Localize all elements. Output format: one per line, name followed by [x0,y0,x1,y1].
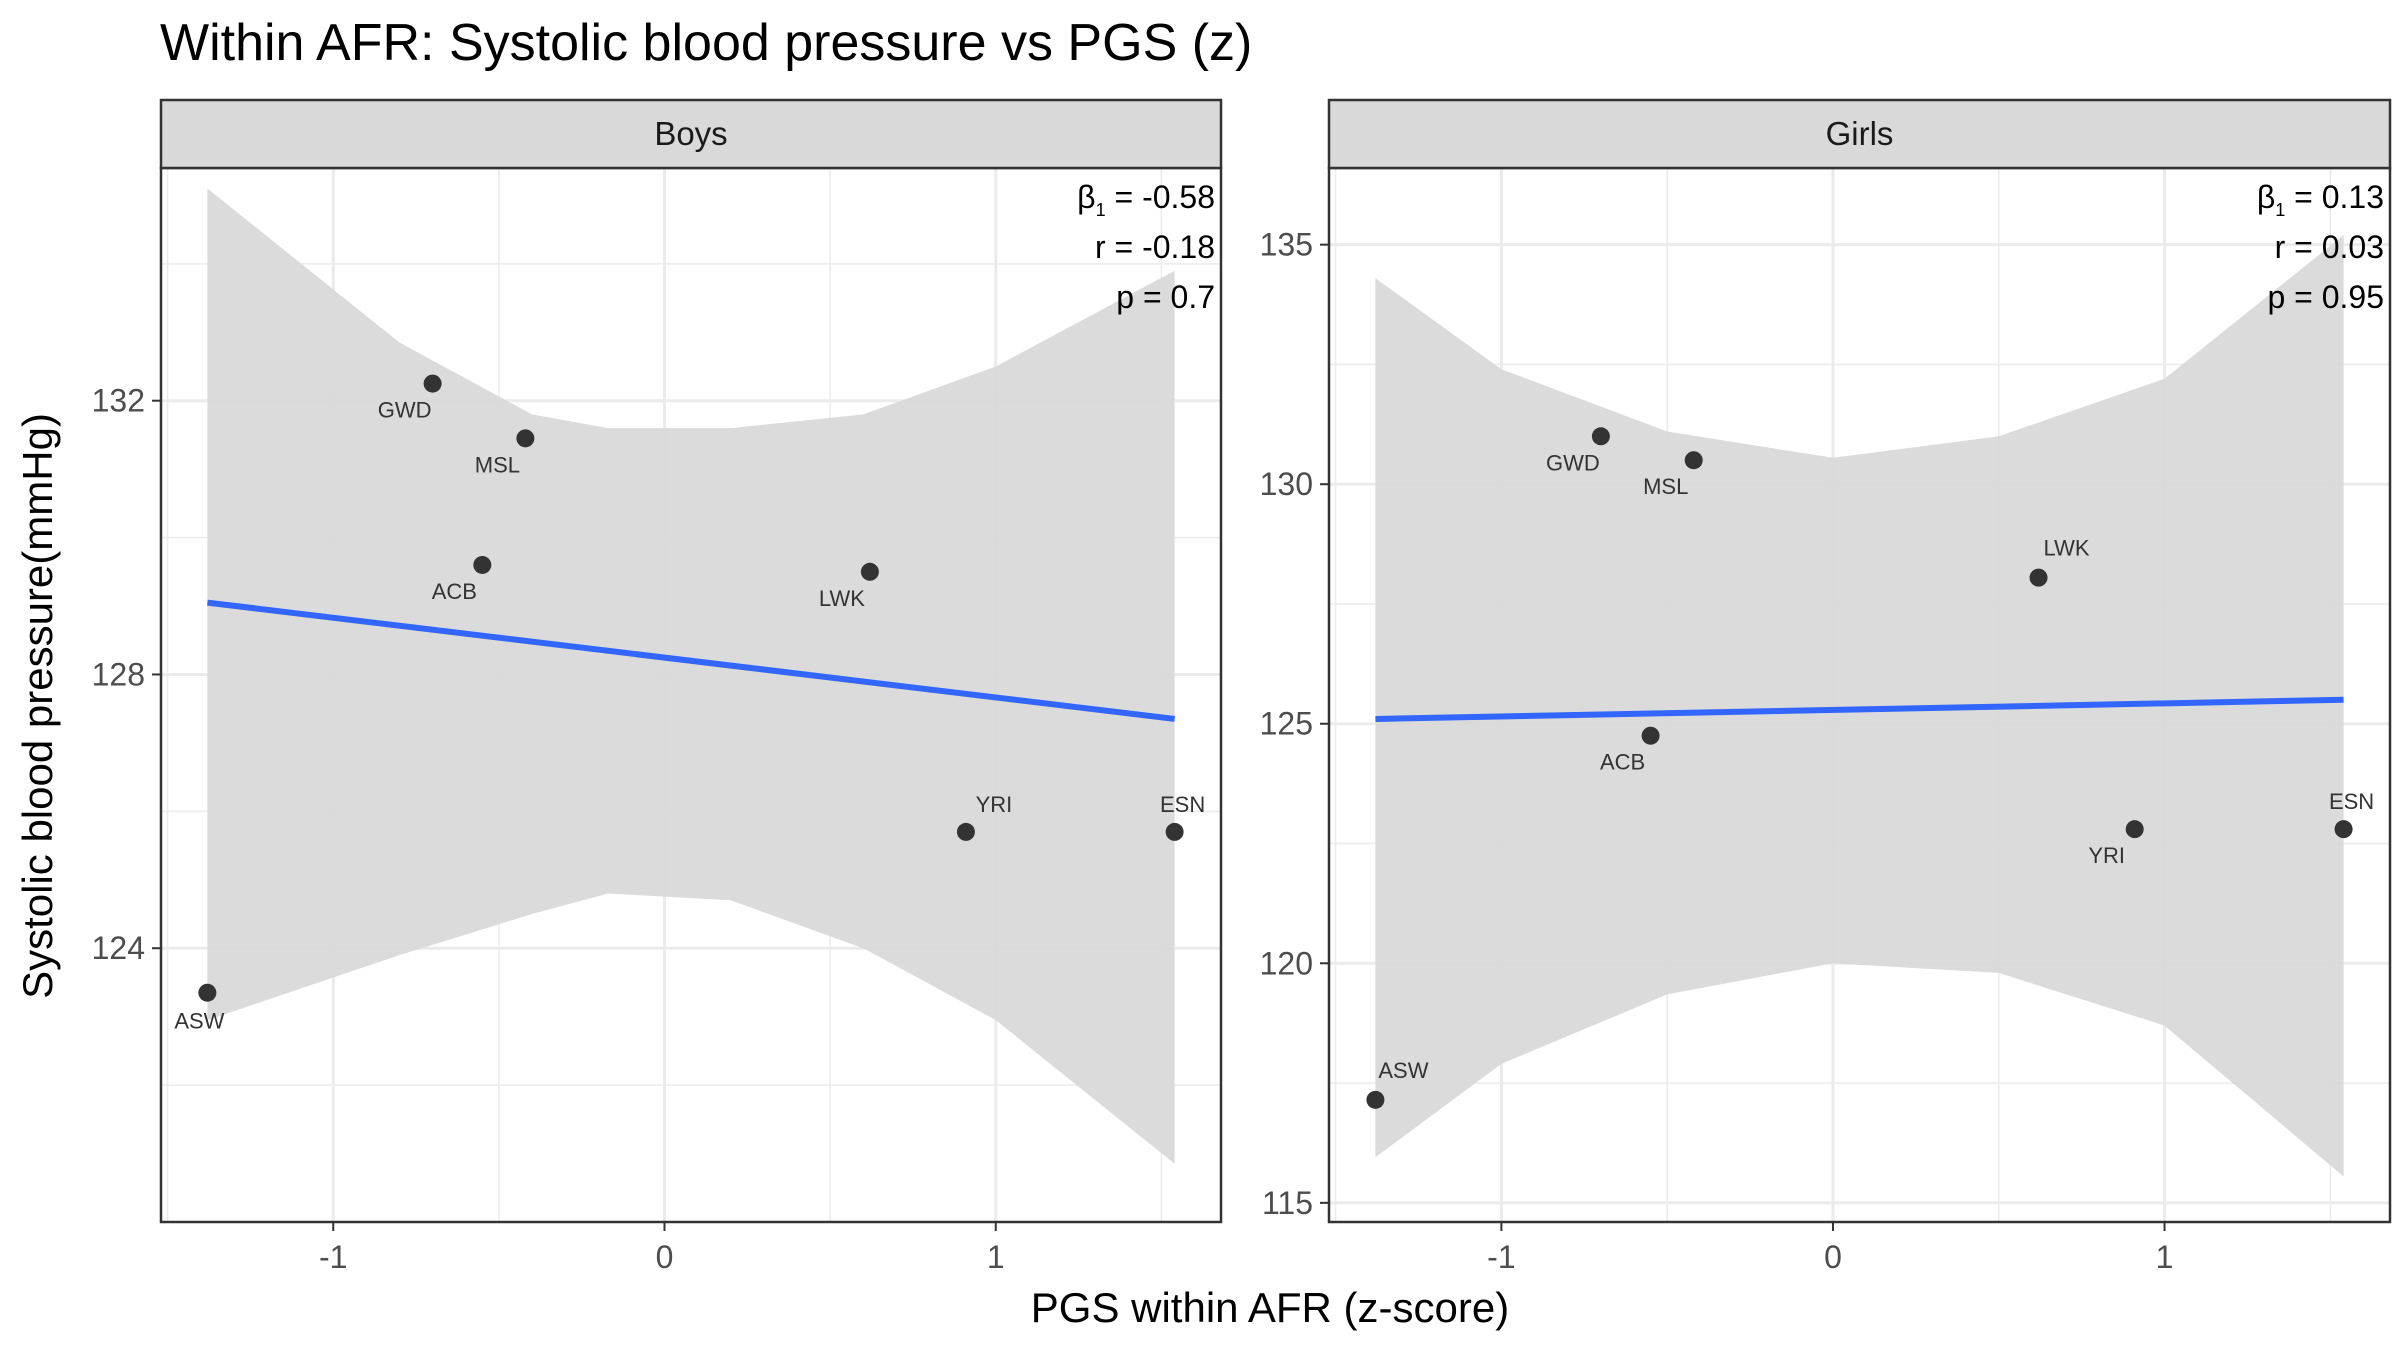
data-point-asw [198,983,217,1002]
point-label-msl: MSL [1643,474,1688,499]
facet-strip-label: Girls [1826,115,1894,152]
y-tick-label: 130 [1260,466,1313,502]
stat-beta-value: = -0.58 [1106,179,1215,215]
facet-strip [1327,98,2392,170]
confidence-band [207,188,1175,1164]
point-label-gwd: GWD [1546,450,1600,475]
facet-strip-label: Boys [654,115,727,152]
facet-strip [159,98,1223,170]
point-label-yri: YRI [976,792,1013,817]
point-label-gwd: GWD [378,398,432,423]
data-point-msl [516,429,535,448]
stat-beta-subscript: 1 [1096,200,1106,220]
x-tick-label: -1 [1487,1239,1515,1275]
data-point-gwd [423,374,442,393]
data-point-msl [1684,451,1703,470]
stat-beta-subscript: 1 [2275,200,2285,220]
data-point-yri [956,822,975,841]
x-axis-title: PGS within AFR (z-score) [1031,1284,1509,1331]
y-axis-title: Systolic blood pressure(mmHg) [14,413,61,999]
point-label-acb: ACB [1600,750,1645,775]
data-point-yri [2125,820,2144,839]
data-point-lwk [2029,568,2048,587]
data-point-lwk [860,562,879,581]
x-tick-label: -1 [319,1239,347,1275]
data-point-esn [2334,820,2353,839]
y-tick-label: 135 [1260,227,1313,263]
data-point-gwd [1591,427,1610,446]
chart-title: Within AFR: Systolic blood pressure vs P… [160,14,1252,72]
y-tick-label: 124 [92,930,145,966]
point-label-asw: ASW [174,1009,224,1034]
stat-beta: β1 = -0.58 [1077,179,1215,220]
point-label-lwk: LWK [819,586,865,611]
point-label-esn: ESN [1160,792,1205,817]
point-label-msl: MSL [475,452,520,477]
x-tick-label: 0 [1824,1239,1842,1275]
y-tick-label: 132 [92,383,145,419]
x-tick-label: 1 [2156,1239,2174,1275]
x-tick-label: 1 [987,1239,1005,1275]
data-point-asw [1366,1090,1385,1109]
data-point-acb [1641,726,1660,745]
point-label-lwk: LWK [2044,536,2090,561]
stat-p: p = 0.95 [2267,279,2384,315]
y-tick-label: 120 [1260,945,1313,981]
stat-beta-symbol: β [2257,179,2275,215]
data-point-esn [1165,822,1184,841]
stat-r: r = 0.03 [2275,229,2384,265]
y-tick-label: 128 [92,656,145,692]
y-tick-label: 115 [1262,1185,1313,1221]
point-label-asw: ASW [1378,1058,1428,1083]
stat-r: r = -0.18 [1095,229,1215,265]
y-tick-label: 125 [1260,706,1313,742]
panel-girls: ASW GWD MSL LWK ACB YRI ESN Girls -1 0 1 115 120 125 1… [1260,98,2392,1275]
x-tick-label: 0 [656,1239,674,1275]
point-label-esn: ESN [2329,789,2374,814]
stat-beta-symbol: β [1077,179,1095,215]
stat-p: p = 0.7 [1116,279,1215,315]
point-label-yri: YRI [2088,843,2125,868]
stat-beta-value: = 0.13 [2285,179,2384,215]
stat-beta: β1 = 0.13 [2257,179,2384,220]
data-point-acb [473,555,492,574]
regression-line [1375,696,2344,722]
point-label-acb: ACB [432,579,477,604]
confidence-band [1375,235,2344,1177]
regression-line [207,599,1175,722]
